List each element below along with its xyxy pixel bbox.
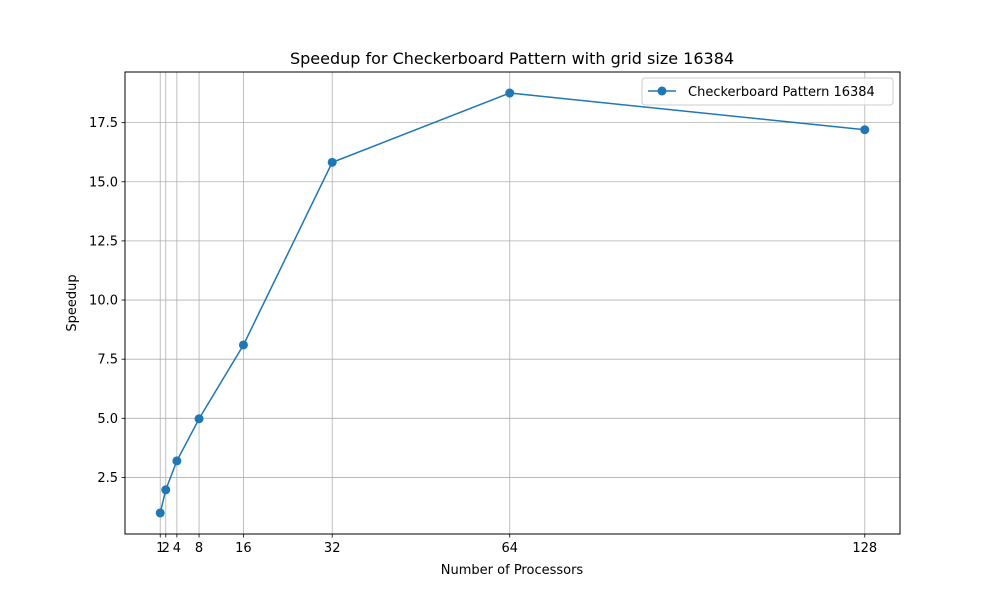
y-tick-label: 7.5 bbox=[97, 353, 118, 368]
data-point bbox=[161, 485, 171, 495]
y-tick-label: 17.5 bbox=[89, 116, 118, 131]
plot-area-frame bbox=[124, 71, 901, 535]
data-point bbox=[327, 157, 337, 167]
x-tick-label: 2 bbox=[162, 541, 170, 556]
chart-title: Speedup for Checkerboard Pattern with gr… bbox=[290, 49, 734, 68]
x-axis-label: Number of Processors bbox=[441, 563, 584, 578]
y-tick-label: 5.0 bbox=[97, 412, 118, 427]
y-tick-label: 10.0 bbox=[89, 294, 118, 309]
y-tick-label: 12.5 bbox=[89, 234, 118, 249]
x-tick-label: 64 bbox=[501, 541, 518, 556]
x-tick-label: 8 bbox=[195, 541, 203, 556]
x-tick-label: 128 bbox=[852, 541, 877, 556]
x-tick-label: 4 bbox=[173, 541, 181, 556]
data-point bbox=[860, 125, 870, 135]
y-tick-label: 15.0 bbox=[89, 175, 118, 190]
series-line bbox=[159, 92, 865, 514]
legend: Checkerboard Pattern 16384 bbox=[641, 77, 894, 106]
legend-marker-sample bbox=[657, 86, 667, 96]
series-layer bbox=[155, 88, 870, 518]
x-tick-label: 32 bbox=[324, 541, 341, 556]
data-point bbox=[238, 340, 248, 350]
legend-box bbox=[641, 77, 894, 106]
legend-label: Checkerboard Pattern 16384 bbox=[688, 85, 875, 100]
data-point bbox=[505, 88, 515, 98]
grid-layer bbox=[125, 72, 900, 534]
data-point bbox=[172, 456, 182, 466]
data-point bbox=[194, 414, 204, 424]
x-tick-label: 16 bbox=[235, 541, 252, 556]
x-axis: 12 4 8 16 32 64 128 bbox=[156, 534, 877, 556]
y-axis: 2.5 5.0 7.5 10.0 12.5 15.0 17.5 bbox=[89, 116, 125, 486]
data-point bbox=[155, 508, 165, 518]
x-tick-label: 1 bbox=[156, 541, 164, 556]
y-tick-label: 2.5 bbox=[97, 471, 118, 486]
y-axis-label: Speedup bbox=[65, 274, 80, 331]
